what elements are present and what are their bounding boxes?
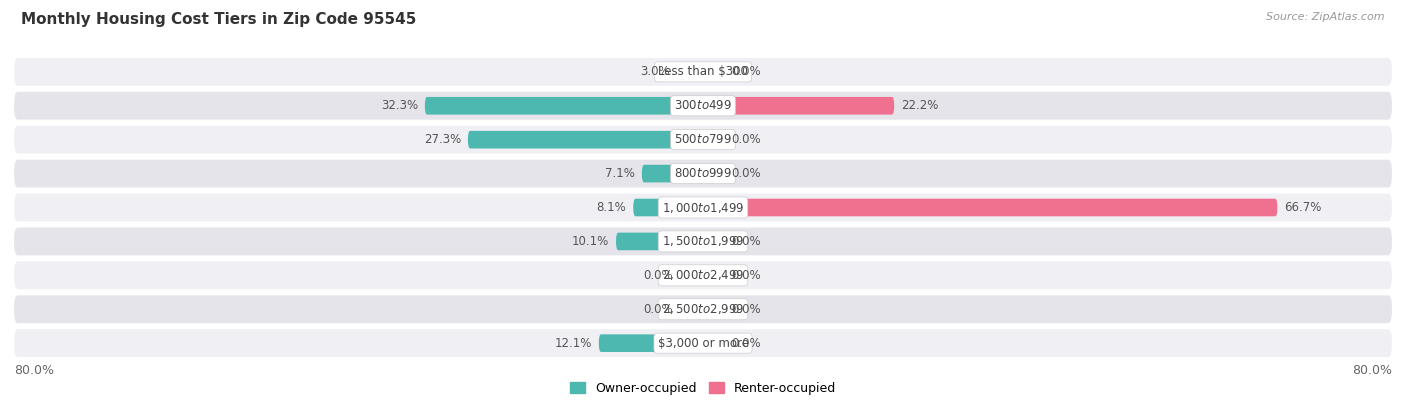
Text: 0.0%: 0.0% (731, 235, 761, 248)
FancyBboxPatch shape (703, 232, 724, 250)
Text: 0.0%: 0.0% (731, 133, 761, 146)
FancyBboxPatch shape (14, 193, 1392, 222)
FancyBboxPatch shape (14, 58, 1392, 86)
Text: 0.0%: 0.0% (643, 269, 673, 282)
FancyBboxPatch shape (703, 199, 1278, 216)
FancyBboxPatch shape (682, 266, 703, 284)
FancyBboxPatch shape (633, 199, 703, 216)
FancyBboxPatch shape (703, 266, 724, 284)
FancyBboxPatch shape (703, 300, 724, 318)
FancyBboxPatch shape (14, 227, 1392, 255)
Text: 10.1%: 10.1% (572, 235, 609, 248)
FancyBboxPatch shape (616, 232, 703, 250)
Text: 3.0%: 3.0% (641, 65, 671, 78)
FancyBboxPatch shape (14, 126, 1392, 154)
Text: Source: ZipAtlas.com: Source: ZipAtlas.com (1267, 12, 1385, 22)
FancyBboxPatch shape (703, 165, 724, 183)
Text: 0.0%: 0.0% (731, 303, 761, 316)
FancyBboxPatch shape (703, 97, 894, 115)
FancyBboxPatch shape (14, 261, 1392, 289)
Text: $2,500 to $2,999: $2,500 to $2,999 (662, 302, 744, 316)
Text: Less than $300: Less than $300 (658, 65, 748, 78)
Legend: Owner-occupied, Renter-occupied: Owner-occupied, Renter-occupied (565, 377, 841, 400)
Text: 7.1%: 7.1% (605, 167, 636, 180)
FancyBboxPatch shape (703, 131, 724, 149)
Text: Monthly Housing Cost Tiers in Zip Code 95545: Monthly Housing Cost Tiers in Zip Code 9… (21, 12, 416, 27)
FancyBboxPatch shape (599, 334, 703, 352)
Text: $800 to $999: $800 to $999 (673, 167, 733, 180)
Text: 27.3%: 27.3% (423, 133, 461, 146)
Text: 12.1%: 12.1% (554, 337, 592, 350)
Text: $1,000 to $1,499: $1,000 to $1,499 (662, 200, 744, 215)
Text: 66.7%: 66.7% (1284, 201, 1322, 214)
Text: $3,000 or more: $3,000 or more (658, 337, 748, 350)
Text: $300 to $499: $300 to $499 (673, 99, 733, 112)
FancyBboxPatch shape (643, 165, 703, 183)
FancyBboxPatch shape (14, 160, 1392, 188)
Text: 0.0%: 0.0% (731, 337, 761, 350)
FancyBboxPatch shape (468, 131, 703, 149)
FancyBboxPatch shape (703, 334, 724, 352)
FancyBboxPatch shape (14, 92, 1392, 120)
Text: 0.0%: 0.0% (731, 65, 761, 78)
FancyBboxPatch shape (425, 97, 703, 115)
FancyBboxPatch shape (682, 300, 703, 318)
FancyBboxPatch shape (14, 329, 1392, 357)
Text: 80.0%: 80.0% (1353, 364, 1392, 377)
Text: $2,000 to $2,499: $2,000 to $2,499 (662, 269, 744, 282)
Text: 22.2%: 22.2% (901, 99, 938, 112)
FancyBboxPatch shape (14, 295, 1392, 323)
Text: 0.0%: 0.0% (643, 303, 673, 316)
Text: 8.1%: 8.1% (596, 201, 626, 214)
Text: 0.0%: 0.0% (731, 269, 761, 282)
Text: $500 to $799: $500 to $799 (673, 133, 733, 146)
Text: $1,500 to $1,999: $1,500 to $1,999 (662, 234, 744, 249)
Text: 0.0%: 0.0% (731, 167, 761, 180)
FancyBboxPatch shape (703, 63, 724, 81)
Text: 80.0%: 80.0% (14, 364, 53, 377)
Text: 32.3%: 32.3% (381, 99, 418, 112)
FancyBboxPatch shape (678, 63, 703, 81)
